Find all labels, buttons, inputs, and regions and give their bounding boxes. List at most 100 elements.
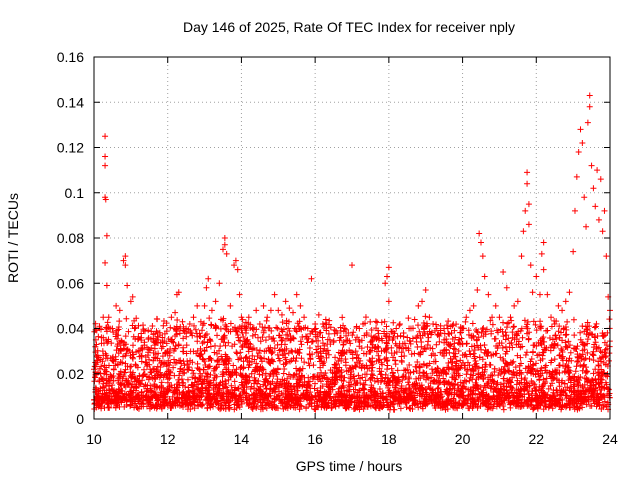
data-point bbox=[592, 203, 599, 210]
data-point bbox=[444, 325, 451, 332]
data-point bbox=[190, 314, 197, 321]
x-tick-label: 22 bbox=[528, 431, 544, 447]
data-point bbox=[571, 207, 578, 214]
data-point bbox=[122, 253, 129, 260]
data-point bbox=[138, 352, 145, 359]
data-point bbox=[548, 314, 555, 321]
data-point bbox=[586, 103, 593, 110]
data-point bbox=[466, 307, 473, 314]
data-point bbox=[378, 348, 385, 355]
data-point bbox=[172, 309, 179, 316]
data-point bbox=[570, 248, 577, 255]
data-point bbox=[407, 325, 414, 332]
data-point bbox=[330, 339, 337, 346]
data-point bbox=[304, 325, 311, 332]
data-points bbox=[91, 92, 613, 382]
data-point bbox=[337, 334, 344, 341]
data-point bbox=[400, 330, 407, 337]
data-point bbox=[404, 334, 411, 341]
data-point bbox=[382, 280, 389, 287]
data-point bbox=[551, 320, 558, 327]
data-point bbox=[584, 119, 591, 126]
data-point bbox=[575, 149, 582, 156]
y-tick-label: 0.14 bbox=[57, 94, 84, 110]
data-point bbox=[573, 173, 580, 180]
x-tick-label: 20 bbox=[455, 431, 471, 447]
data-point bbox=[135, 348, 142, 355]
data-point bbox=[267, 307, 274, 314]
data-point bbox=[479, 253, 486, 260]
data-point bbox=[175, 289, 182, 296]
data-point bbox=[113, 302, 120, 309]
x-tick-label: 24 bbox=[602, 431, 618, 447]
data-point bbox=[326, 336, 333, 343]
data-point bbox=[411, 316, 418, 323]
data-point bbox=[286, 305, 293, 312]
data-point bbox=[441, 336, 448, 343]
data-point bbox=[426, 314, 433, 321]
data-point bbox=[102, 196, 109, 203]
data-point bbox=[227, 302, 234, 309]
data-point bbox=[146, 361, 153, 368]
data-point bbox=[566, 289, 573, 296]
data-point bbox=[157, 363, 164, 370]
data-point bbox=[422, 287, 429, 294]
data-point bbox=[242, 325, 249, 332]
data-point bbox=[297, 302, 304, 309]
data-point bbox=[223, 250, 230, 257]
data-point bbox=[520, 228, 527, 235]
data-point bbox=[496, 314, 503, 321]
data-point bbox=[374, 343, 381, 350]
data-point bbox=[433, 325, 440, 332]
data-point bbox=[437, 330, 444, 337]
data-point bbox=[238, 314, 245, 321]
axis-ticks: 10 12 14 16 18 20 22 24 0 0.02 0.04 0.06 0.08 0.1 0.12… bbox=[57, 49, 618, 447]
data-point bbox=[120, 257, 127, 264]
data-point bbox=[161, 359, 168, 366]
data-point bbox=[102, 153, 109, 160]
data-point bbox=[345, 330, 352, 337]
data-point bbox=[393, 325, 400, 332]
data-point bbox=[384, 273, 391, 280]
y-axis-label: ROTI / TECUs bbox=[5, 193, 21, 283]
data-point bbox=[122, 262, 129, 269]
data-point bbox=[581, 194, 588, 201]
data-point bbox=[522, 207, 529, 214]
data-point bbox=[540, 239, 547, 246]
data-point bbox=[264, 314, 271, 321]
data-point bbox=[525, 201, 532, 208]
data-point bbox=[583, 223, 590, 230]
data-point bbox=[371, 334, 378, 341]
data-point bbox=[216, 280, 223, 287]
data-point bbox=[201, 302, 208, 309]
data-point bbox=[603, 253, 610, 260]
data-point bbox=[586, 92, 593, 99]
y-tick-label: 0.06 bbox=[57, 275, 84, 291]
data-point bbox=[527, 262, 534, 269]
y-tick-label: 0.12 bbox=[57, 140, 84, 156]
data-point bbox=[232, 257, 239, 264]
data-point bbox=[533, 273, 540, 280]
data-point bbox=[127, 298, 134, 305]
grid-lines bbox=[94, 57, 610, 419]
data-point bbox=[194, 302, 201, 309]
data-point bbox=[142, 359, 149, 366]
data-point bbox=[459, 325, 466, 332]
data-point bbox=[430, 320, 437, 327]
x-tick-label: 18 bbox=[381, 431, 397, 447]
data-point bbox=[179, 318, 186, 325]
data-point bbox=[363, 330, 370, 337]
data-point bbox=[595, 216, 602, 223]
data-point bbox=[103, 282, 110, 289]
data-point bbox=[588, 162, 595, 169]
data-point bbox=[559, 307, 566, 314]
data-point bbox=[102, 133, 109, 140]
data-point bbox=[525, 221, 532, 228]
data-point bbox=[360, 320, 367, 327]
y-tick-label: 0.02 bbox=[57, 366, 84, 382]
data-point bbox=[396, 320, 403, 327]
y-tick-label: 0.1 bbox=[65, 185, 85, 201]
data-point bbox=[301, 314, 308, 321]
data-point bbox=[164, 348, 171, 355]
